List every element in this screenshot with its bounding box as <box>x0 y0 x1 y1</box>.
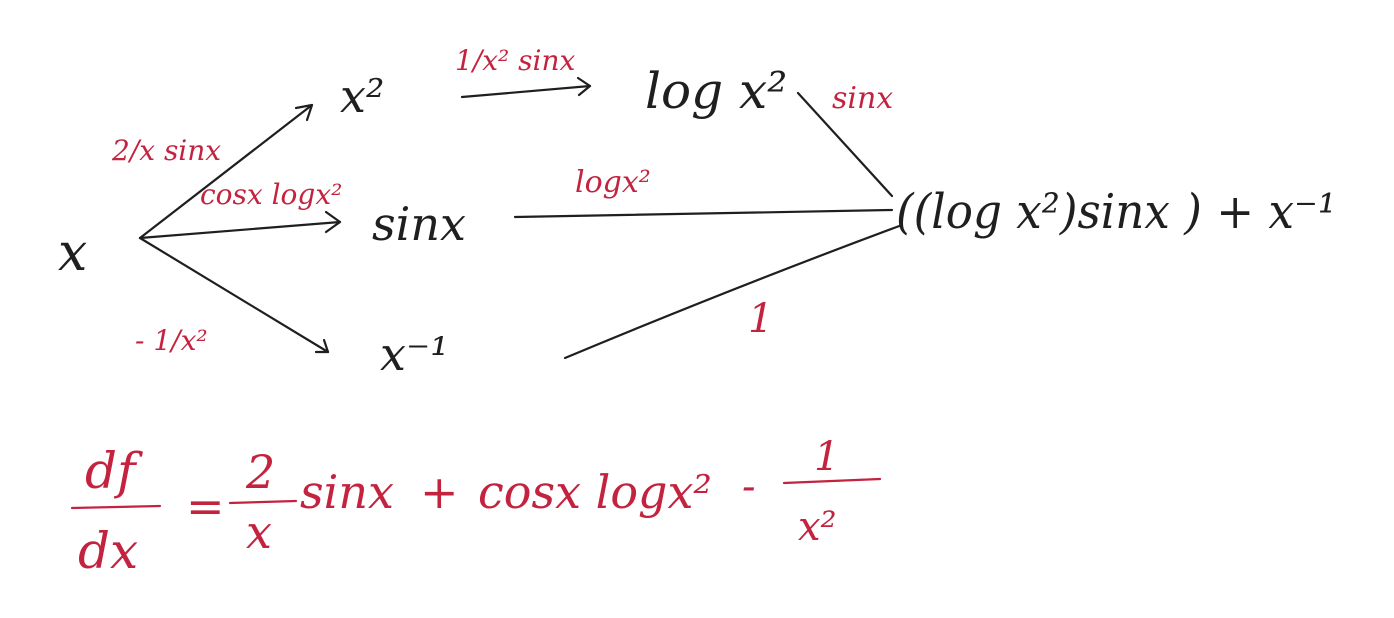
lhs-numerator: df <box>85 442 143 500</box>
arrowhead-x-inverse <box>314 338 330 354</box>
arrowhead-x-squared <box>294 103 314 122</box>
arrowhead-log <box>576 76 592 97</box>
node-result: ((log x²)sinx ) + x⁻¹ <box>896 184 1336 240</box>
term1-denominator: x <box>246 505 272 559</box>
graph-nodes: x x² log x² sinx x⁻¹ ((log x²)sinx ) + x… <box>58 62 1336 381</box>
graph-edges <box>138 76 904 360</box>
edge-x-squared-to-log <box>460 84 592 99</box>
node-x-inverse: x⁻¹ <box>380 327 449 381</box>
node-x: x <box>58 223 87 283</box>
term3-denominator: x² <box>798 504 837 550</box>
equals-sign: = <box>186 479 225 533</box>
label-log-to-result: sinx <box>832 81 893 116</box>
term1-rest: sinx <box>300 465 394 519</box>
node-x-squared: x² <box>340 69 384 123</box>
edge-x-inverse-to-result <box>563 223 904 360</box>
node-sin-x: sinx <box>372 197 466 251</box>
edge-labels: 2/x sinx cosx logx² - 1/x² 1/x² sinx sin… <box>111 44 893 357</box>
label-x-inverse-to-result: 1 <box>748 296 773 342</box>
plus-sign: + <box>420 465 459 519</box>
label-x-to-x-inverse: - 1/x² <box>135 324 208 357</box>
arrowhead-sin-x <box>324 210 342 234</box>
term1-fraction-bar <box>228 499 298 505</box>
edge-x-to-x-squared <box>138 103 314 240</box>
minus-sign: - <box>742 464 756 510</box>
label-x-to-sin-x: cosx logx² <box>200 178 342 211</box>
derivative-equation: df dx = 2 x sinx + cosx logx² - 1 x² <box>70 434 882 580</box>
edge-log-to-result <box>796 91 894 198</box>
label-x-squared-to-log: 1/x² sinx <box>455 44 576 77</box>
term1-numerator: 2 <box>245 445 275 499</box>
edge-x-to-sin-x <box>138 220 342 240</box>
node-log-x-squared: log x² <box>645 62 787 120</box>
term3-numerator: 1 <box>814 434 839 480</box>
lhs-fraction-bar <box>70 504 162 510</box>
term3-fraction-bar <box>782 477 882 485</box>
label-x-to-x-squared: 2/x sinx <box>111 134 221 167</box>
edge-x-to-x-inverse <box>138 236 330 354</box>
edge-sin-x-to-result <box>513 208 894 219</box>
label-sin-x-to-result: logx² <box>575 165 651 200</box>
lhs-denominator: dx <box>78 522 138 580</box>
term2: cosx logx² <box>478 465 712 519</box>
